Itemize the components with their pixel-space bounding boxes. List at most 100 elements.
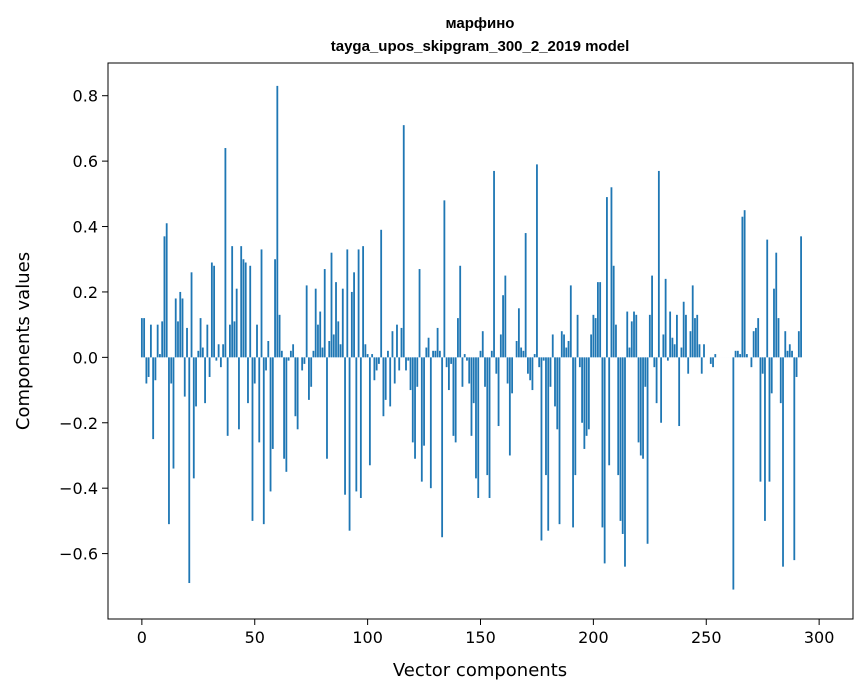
bar	[445, 357, 448, 368]
bar	[732, 357, 735, 590]
bar	[511, 357, 514, 394]
bar	[190, 272, 193, 358]
bar	[407, 357, 410, 361]
bar	[603, 357, 606, 564]
bar	[305, 285, 308, 358]
bar	[274, 259, 276, 358]
bar	[739, 354, 742, 358]
bar	[583, 357, 586, 449]
y-tick-label: 0.6	[73, 152, 98, 171]
bar	[229, 324, 231, 358]
bar	[210, 262, 213, 358]
bar	[355, 357, 358, 492]
bar	[601, 357, 604, 528]
bar	[233, 321, 236, 358]
x-tick-label: 150	[465, 628, 496, 647]
bar	[441, 357, 444, 538]
bar	[375, 357, 378, 371]
bar	[768, 357, 771, 482]
bar	[669, 311, 672, 358]
bar	[269, 357, 272, 492]
x-tick-label: 50	[245, 628, 265, 647]
bar	[308, 357, 310, 400]
bar	[359, 357, 362, 498]
bar	[687, 357, 690, 374]
bar	[635, 314, 638, 358]
bar	[452, 357, 455, 436]
bar	[770, 357, 773, 394]
bar	[409, 357, 412, 391]
bar	[502, 295, 504, 358]
bar	[285, 357, 288, 472]
bar	[743, 210, 746, 358]
bar	[499, 334, 502, 358]
chart-title-line-1: марфино	[446, 15, 515, 32]
bar	[714, 354, 717, 358]
bar	[402, 125, 405, 358]
bar	[188, 357, 191, 584]
plot-frame	[107, 62, 854, 620]
bar	[195, 357, 197, 407]
bar	[542, 357, 545, 361]
bar	[527, 357, 529, 374]
bar	[779, 357, 782, 404]
bar	[326, 357, 328, 459]
bar	[344, 357, 346, 495]
bar	[795, 357, 798, 377]
bar	[258, 357, 261, 443]
bar	[660, 357, 663, 423]
bar	[366, 354, 369, 358]
bar	[617, 357, 620, 476]
bar	[766, 239, 769, 358]
bar	[545, 357, 547, 476]
bar	[797, 331, 800, 358]
bar	[244, 262, 247, 358]
bar	[752, 331, 755, 358]
bar	[224, 148, 227, 358]
y-tick-label: −0.4	[59, 479, 98, 498]
bar	[608, 357, 611, 466]
y-axis-label: Components values	[13, 252, 34, 430]
bar	[624, 357, 626, 567]
y-tick-label: −0.6	[59, 545, 98, 564]
bar	[596, 282, 599, 358]
bar	[368, 357, 371, 466]
bar	[235, 288, 238, 358]
bar	[599, 282, 602, 358]
bar	[567, 341, 570, 358]
bar	[694, 318, 696, 358]
bar	[427, 337, 430, 358]
bar	[276, 85, 279, 358]
x-tick-label: 0	[137, 628, 147, 647]
bar	[267, 341, 270, 358]
bar	[405, 357, 407, 371]
bar	[662, 334, 665, 358]
bar	[310, 357, 313, 387]
bar	[292, 344, 295, 358]
bar	[764, 357, 766, 521]
bar	[391, 331, 394, 358]
bar	[560, 331, 563, 358]
bar	[691, 285, 694, 358]
bar	[165, 223, 168, 358]
bar	[384, 357, 387, 400]
bar	[651, 275, 653, 358]
bar	[389, 357, 392, 407]
bar	[206, 324, 209, 358]
bar	[314, 288, 317, 358]
bar	[484, 357, 486, 387]
bar	[563, 334, 565, 358]
bar	[353, 272, 355, 358]
bar	[578, 357, 581, 368]
bar	[287, 357, 290, 361]
bar	[357, 249, 360, 358]
bar	[249, 265, 252, 358]
bar	[734, 350, 737, 358]
bar	[745, 354, 748, 358]
bar	[653, 357, 656, 368]
bar	[565, 347, 568, 358]
bar	[633, 311, 635, 358]
bar	[773, 288, 775, 358]
bar	[782, 357, 784, 567]
bar	[328, 341, 331, 358]
